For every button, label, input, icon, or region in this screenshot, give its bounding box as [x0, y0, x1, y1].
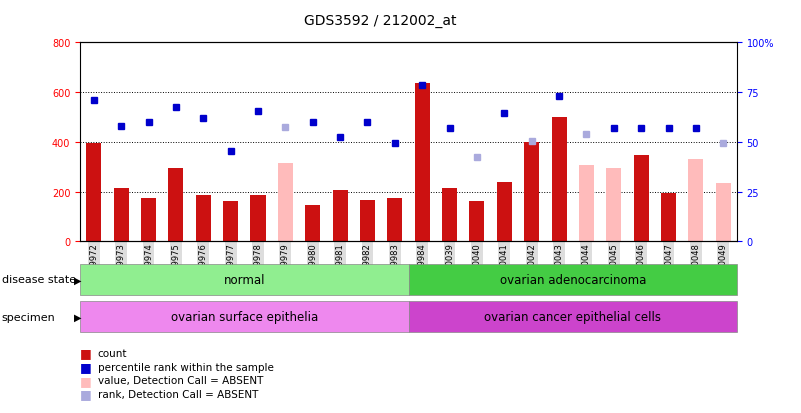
Bar	[251, 196, 265, 242]
Bar	[661, 193, 676, 242]
Bar	[409, 264, 737, 295]
Bar	[114, 188, 129, 242]
Bar	[442, 188, 457, 242]
Bar	[716, 183, 731, 242]
Text: GDS3592 / 212002_at: GDS3592 / 212002_at	[304, 14, 457, 28]
Text: ■: ■	[80, 374, 92, 387]
Bar	[80, 264, 409, 295]
Bar	[469, 202, 485, 242]
Bar	[634, 156, 649, 242]
Text: rank, Detection Call = ABSENT: rank, Detection Call = ABSENT	[98, 389, 258, 399]
Bar	[388, 198, 402, 242]
Bar	[415, 84, 429, 242]
Text: ovarian adenocarcinoma: ovarian adenocarcinoma	[500, 273, 646, 286]
Text: percentile rank within the sample: percentile rank within the sample	[98, 362, 274, 372]
Bar	[552, 118, 566, 242]
Bar	[360, 201, 375, 242]
Bar	[168, 169, 183, 242]
Bar	[579, 166, 594, 242]
Text: normal: normal	[223, 273, 265, 286]
Bar	[305, 206, 320, 242]
Bar	[278, 164, 293, 242]
Text: count: count	[98, 348, 127, 358]
Bar	[606, 169, 622, 242]
Text: ▶: ▶	[74, 312, 81, 322]
Bar	[524, 142, 539, 242]
Bar	[141, 198, 156, 242]
Bar	[80, 301, 409, 332]
Text: ■: ■	[80, 347, 92, 360]
Bar	[223, 202, 238, 242]
Text: ovarian surface epithelia: ovarian surface epithelia	[171, 311, 318, 323]
Bar	[409, 301, 737, 332]
Bar	[195, 196, 211, 242]
Text: value, Detection Call = ABSENT: value, Detection Call = ABSENT	[98, 375, 263, 385]
Bar	[497, 182, 512, 242]
Bar	[332, 191, 348, 242]
Text: ovarian cancer epithelial cells: ovarian cancer epithelial cells	[485, 311, 661, 323]
Text: disease state: disease state	[2, 275, 76, 285]
Text: specimen: specimen	[2, 312, 55, 322]
Bar	[688, 160, 703, 242]
Bar	[87, 144, 101, 242]
Text: ▶: ▶	[74, 275, 81, 285]
Text: ■: ■	[80, 360, 92, 373]
Text: ■: ■	[80, 387, 92, 401]
